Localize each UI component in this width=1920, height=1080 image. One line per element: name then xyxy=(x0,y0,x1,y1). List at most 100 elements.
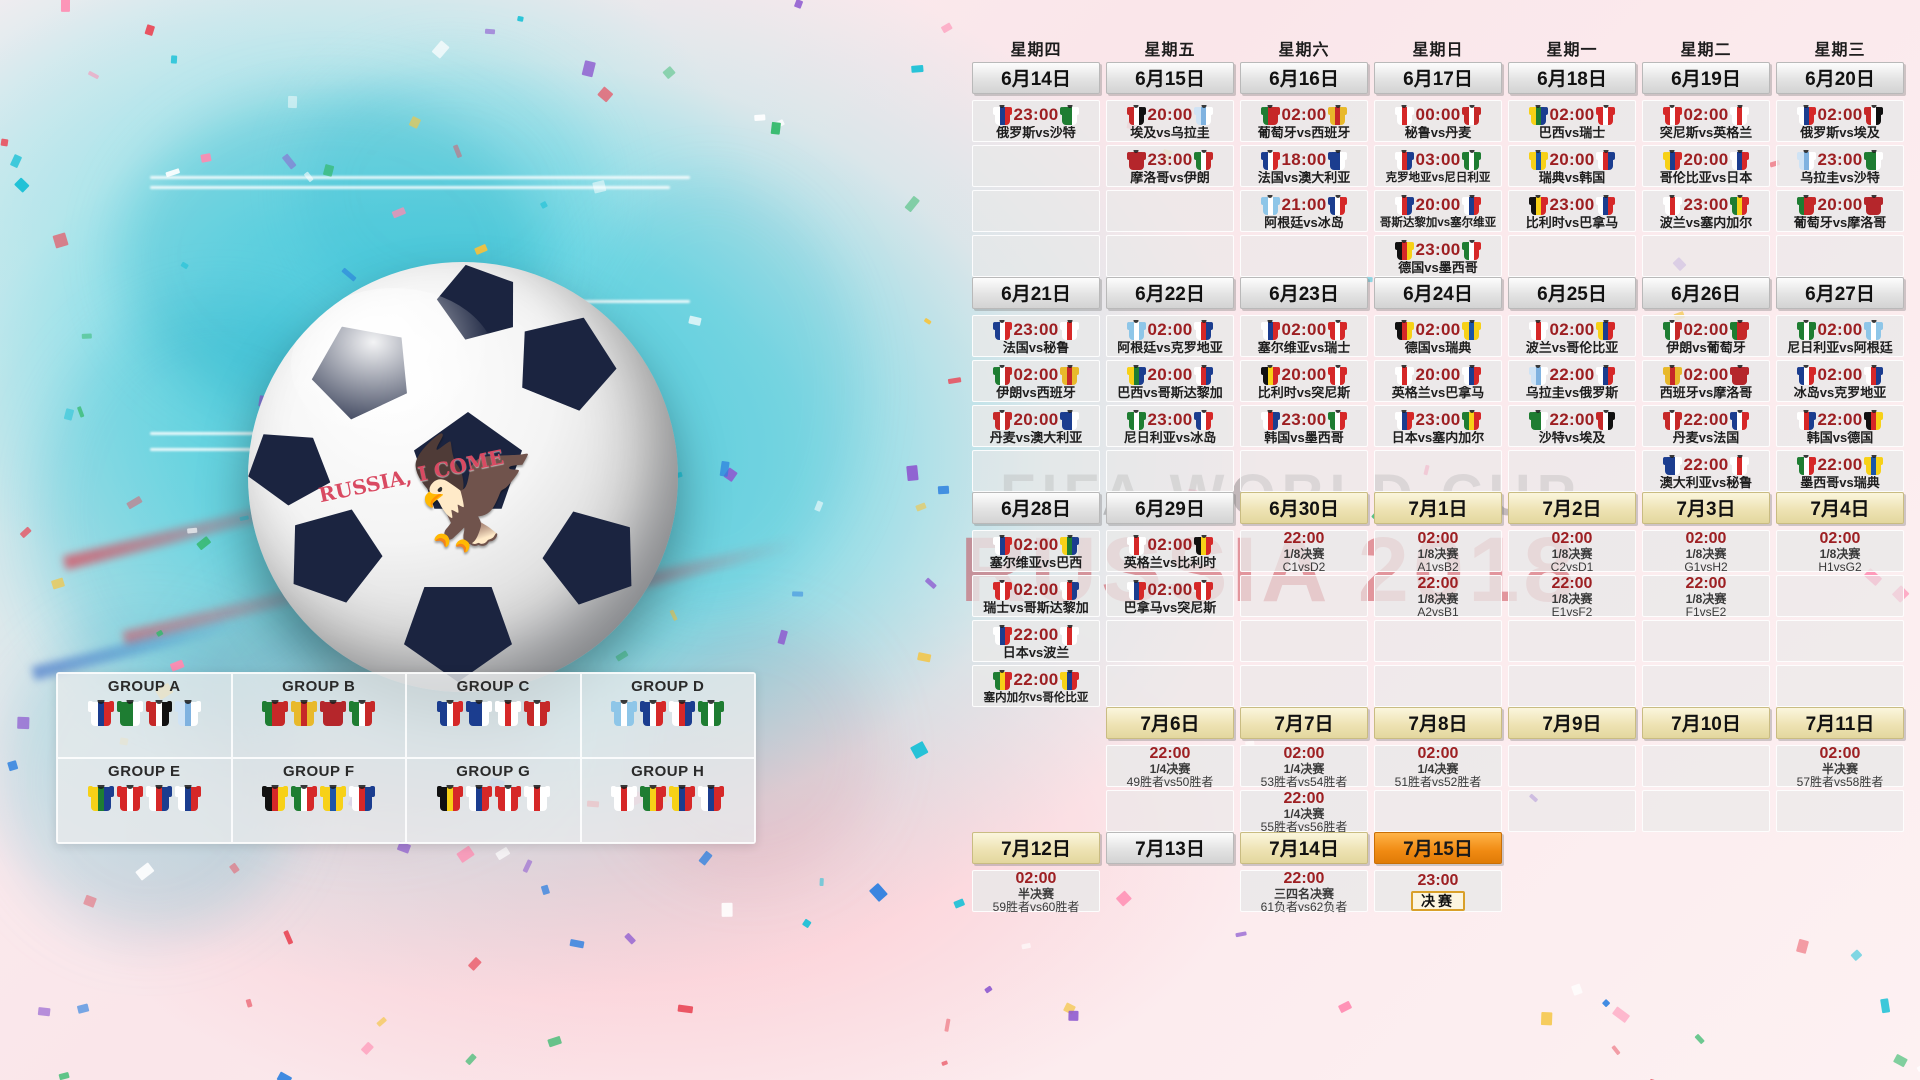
schedule-date-cell[interactable]: 6月15日 xyxy=(1106,62,1234,94)
match-cell[interactable]: 02:00 西班牙vs摩洛哥 xyxy=(1642,360,1770,402)
match-cell[interactable]: 20:00 巴西vs哥斯达黎加 xyxy=(1106,360,1234,402)
match-cell[interactable]: 20:00 葡萄牙vs摩洛哥 xyxy=(1776,190,1904,232)
match-cell[interactable]: 02:00 俄罗斯vs埃及 xyxy=(1776,100,1904,142)
match-cell[interactable]: 22:00 塞内加尔vs哥伦比亚 xyxy=(972,665,1100,707)
match-cell[interactable]: 23:00 俄罗斯vs沙特 xyxy=(972,100,1100,142)
match-cell[interactable]: 23:00 尼日利亚vs冰岛 xyxy=(1106,405,1234,447)
schedule-date-cell[interactable]: 6月30日 xyxy=(1240,492,1368,524)
match-cell[interactable]: 23:00 比利时vs巴拿马 xyxy=(1508,190,1636,232)
match-cell[interactable]: 23:00 韩国vs墨西哥 xyxy=(1240,405,1368,447)
match-cell[interactable]: 20:00 哥斯达黎加vs塞尔维亚 xyxy=(1374,190,1502,232)
match-cell[interactable]: 23:00 决赛 xyxy=(1374,870,1502,912)
schedule-date-cell[interactable]: 6月14日 xyxy=(972,62,1100,94)
match-cell[interactable]: 02:00 1/8决赛 G1vsH2 xyxy=(1642,530,1770,573)
match-cell[interactable]: 23:00 日本vs塞内加尔 xyxy=(1374,405,1502,447)
match-cell[interactable]: 02:00 瑞士vs哥斯达黎加 xyxy=(972,575,1100,617)
match-cell[interactable]: 02:00 1/8决赛 H1vsG2 xyxy=(1776,530,1904,573)
schedule-date-cell[interactable]: 7月6日 xyxy=(1106,707,1234,739)
match-cell[interactable]: 20:00 丹麦vs澳大利亚 xyxy=(972,405,1100,447)
match-cell[interactable]: 02:00 冰岛vs克罗地亚 xyxy=(1776,360,1904,402)
match-cell[interactable]: 20:00 瑞典vs韩国 xyxy=(1508,145,1636,187)
match-cell[interactable]: 20:00 埃及vs乌拉圭 xyxy=(1106,100,1234,142)
schedule-date-cell[interactable]: 6月19日 xyxy=(1642,62,1770,94)
match-cell[interactable]: 02:00 波兰vs哥伦比亚 xyxy=(1508,315,1636,357)
match-cell[interactable]: 20:00 英格兰vs巴拿马 xyxy=(1374,360,1502,402)
match-cell[interactable]: 02:00 塞尔维亚vs瑞士 xyxy=(1240,315,1368,357)
schedule-date-cell[interactable]: 7月10日 xyxy=(1642,707,1770,739)
match-cell[interactable]: 03:00 克罗地亚vs尼日利亚 xyxy=(1374,145,1502,187)
match-cell[interactable]: 02:00 英格兰vs比利时 xyxy=(1106,530,1234,572)
match-cell[interactable]: 22:00 乌拉圭vs俄罗斯 xyxy=(1508,360,1636,402)
match-cell[interactable]: 20:00 哥伦比亚vs日本 xyxy=(1642,145,1770,187)
schedule-date-cell[interactable]: 6月23日 xyxy=(1240,277,1368,309)
schedule-date-cell[interactable]: 6月25日 xyxy=(1508,277,1636,309)
match-cell[interactable]: 02:00 尼日利亚vs阿根廷 xyxy=(1776,315,1904,357)
knockout-pairing: 49胜者vs50胜者 xyxy=(1126,774,1214,789)
schedule-date-cell[interactable]: 6月24日 xyxy=(1374,277,1502,309)
match-cell[interactable]: 02:00 1/8决赛 C2vsD1 xyxy=(1508,530,1636,573)
match-cell[interactable]: 22:00 日本vs波兰 xyxy=(972,620,1100,662)
match-cell[interactable]: 23:00 摩洛哥vs伊朗 xyxy=(1106,145,1234,187)
schedule-date-cell[interactable]: 7月14日 xyxy=(1240,832,1368,864)
match-cell[interactable]: 02:00 塞尔维亚vs巴西 xyxy=(972,530,1100,572)
match-cell[interactable]: 02:00 1/8决赛 A1vsB2 xyxy=(1374,530,1502,573)
schedule-date-cell[interactable]: 7月12日 xyxy=(972,832,1100,864)
schedule-date-cell[interactable]: 7月2日 xyxy=(1508,492,1636,524)
match-cell[interactable]: 22:00 澳大利亚vs秘鲁 xyxy=(1642,450,1770,492)
schedule-date-cell[interactable]: 7月13日 xyxy=(1106,832,1234,864)
match-cell[interactable]: 22:00 1/8决赛 C1vsD2 xyxy=(1240,530,1368,573)
match-cell[interactable]: 22:00 丹麦vs法国 xyxy=(1642,405,1770,447)
schedule-date-cell[interactable]: 6月18日 xyxy=(1508,62,1636,94)
match-cell[interactable]: 02:00 巴拿马vs突尼斯 xyxy=(1106,575,1234,617)
schedule-date-cell[interactable]: 6月16日 xyxy=(1240,62,1368,94)
match-cell[interactable]: 22:00 韩国vs德国 xyxy=(1776,405,1904,447)
match-cell[interactable]: 22:00 1/4决赛 49胜者vs50胜者 xyxy=(1106,745,1234,789)
schedule-date-cell[interactable]: 7月11日 xyxy=(1776,707,1904,739)
match-time-row: 02:00 xyxy=(1645,319,1767,341)
schedule-date-cell[interactable]: 7月8日 xyxy=(1374,707,1502,739)
schedule-date-cell[interactable]: 6月17日 xyxy=(1374,62,1502,94)
match-cell[interactable]: 22:00 沙特vs埃及 xyxy=(1508,405,1636,447)
match-cell[interactable]: 20:00 比利时vs突尼斯 xyxy=(1240,360,1368,402)
schedule-date-cell[interactable]: 7月3日 xyxy=(1642,492,1770,524)
match-cell[interactable]: 02:00 半决赛 59胜者vs60胜者 xyxy=(972,870,1100,913)
schedule-date-cell[interactable]: 6月29日 xyxy=(1106,492,1234,524)
match-cell[interactable]: 23:00 乌拉圭vs沙特 xyxy=(1776,145,1904,187)
match-cell[interactable]: 02:00 半决赛 57胜者vs58胜者 xyxy=(1776,745,1904,788)
match-cell[interactable]: 22:00 墨西哥vs瑞典 xyxy=(1776,450,1904,492)
match-cell[interactable]: 02:00 伊朗vs葡萄牙 xyxy=(1642,315,1770,357)
match-cell[interactable]: 18:00 法国vs澳大利亚 xyxy=(1240,145,1368,187)
match-cell[interactable]: 02:00 伊朗vs西班牙 xyxy=(972,360,1100,402)
schedule-date-cell[interactable]: 7月9日 xyxy=(1508,707,1636,739)
match-cell[interactable]: 22:00 三四名决赛 61负者vs62负者 xyxy=(1240,870,1368,913)
match-time-row: 20:00 xyxy=(1377,364,1499,386)
match-cell[interactable]: 22:00 1/8决赛 A2vsB1 xyxy=(1374,575,1502,618)
schedule-date-cell[interactable]: 7月1日 xyxy=(1374,492,1502,524)
schedule-date-cell[interactable]: 6月21日 xyxy=(972,277,1100,309)
match-cell[interactable]: 22:00 1/8决赛 F1vsE2 xyxy=(1642,575,1770,618)
match-cell[interactable]: 02:00 德国vs瑞典 xyxy=(1374,315,1502,357)
schedule-date-cell[interactable]: 6月27日 xyxy=(1776,277,1904,309)
match-cell[interactable]: 02:00 1/4决赛 51胜者vs52胜者 xyxy=(1374,745,1502,788)
match-cell[interactable]: 21:00 阿根廷vs冰岛 xyxy=(1240,190,1368,232)
match-cell[interactable]: 23:00 法国vs秘鲁 xyxy=(972,315,1100,357)
schedule-date-cell[interactable]: 6月26日 xyxy=(1642,277,1770,309)
schedule-date-cell[interactable]: 6月20日 xyxy=(1776,62,1904,94)
schedule-date-cell[interactable]: 7月7日 xyxy=(1240,707,1368,739)
match-cell[interactable]: 02:00 突尼斯vs英格兰 xyxy=(1642,100,1770,142)
match-cell[interactable]: 22:00 1/8决赛 E1vsF2 xyxy=(1508,575,1636,618)
match-cell[interactable]: 02:00 巴西vs瑞士 xyxy=(1508,100,1636,142)
match-cell[interactable]: 23:00 波兰vs塞内加尔 xyxy=(1642,190,1770,232)
schedule-date-cell[interactable]: 6月22日 xyxy=(1106,277,1234,309)
match-cell[interactable]: 23:00 德国vs墨西哥 xyxy=(1374,235,1502,277)
match-cell[interactable]: 02:00 1/4决赛 53胜者vs54胜者 xyxy=(1240,745,1368,788)
match-cell[interactable]: 22:00 1/4决赛 55胜者vs56胜者 xyxy=(1240,790,1368,833)
match-cell[interactable]: 00:00 秘鲁vs丹麦 xyxy=(1374,100,1502,142)
match-cell[interactable]: 02:00 葡萄牙vs西班牙 xyxy=(1240,100,1368,142)
schedule-date-cell[interactable]: 6月28日 xyxy=(972,492,1100,524)
shirt-collar xyxy=(678,700,686,704)
match-cell[interactable]: 02:00 阿根廷vs克罗地亚 xyxy=(1106,315,1234,357)
schedule-date-cell[interactable]: 7月15日 xyxy=(1374,832,1502,864)
match-time-row: 02:00 xyxy=(1645,104,1767,126)
schedule-date-cell[interactable]: 7月4日 xyxy=(1776,492,1904,524)
